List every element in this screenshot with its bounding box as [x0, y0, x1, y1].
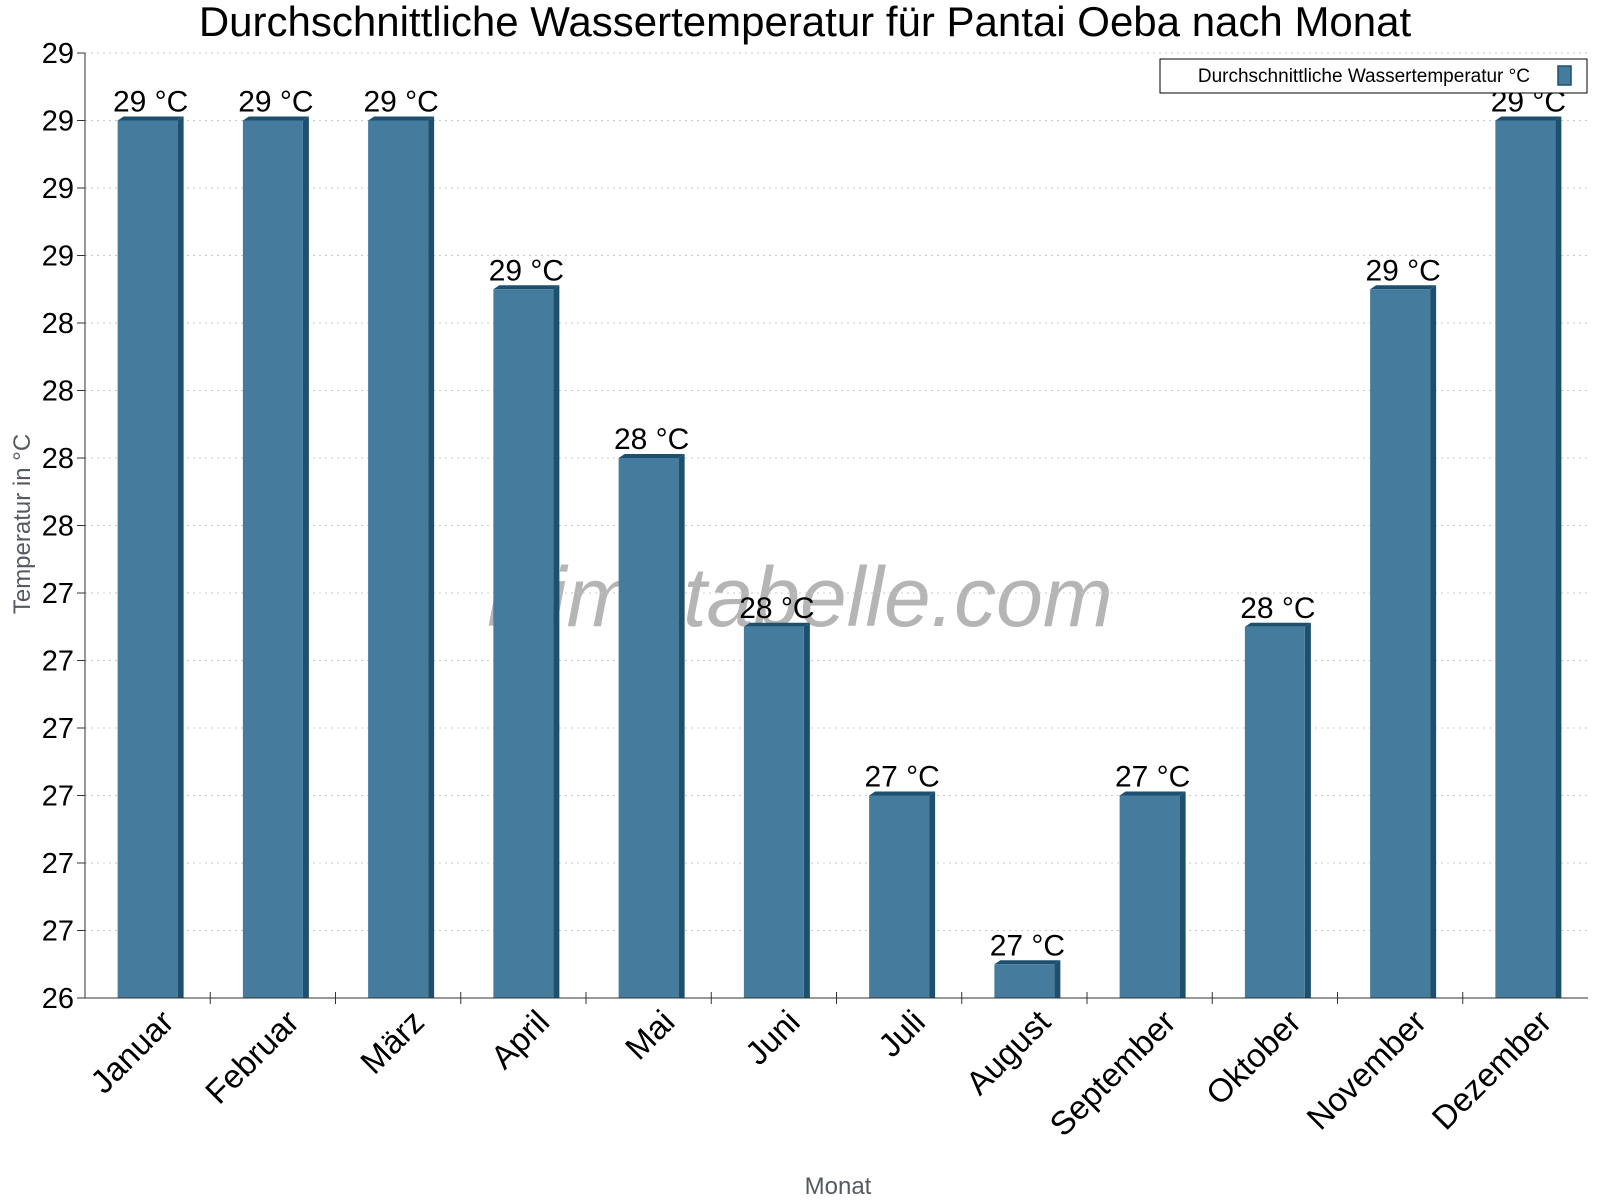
- bar-front: [743, 626, 804, 998]
- x-tick-label: Januar: [83, 1003, 181, 1101]
- data-label: 29 °C: [238, 86, 313, 119]
- x-tick-label: Juli: [871, 1003, 932, 1064]
- y-tick-label: 28: [42, 511, 74, 543]
- bar-side: [1304, 622, 1311, 998]
- x-tick-label: April: [483, 1003, 556, 1076]
- bar-front: [368, 120, 429, 998]
- data-label: 27 °C: [864, 761, 939, 794]
- legend: Durchschnittliche Wassertemperatur °C: [1159, 58, 1588, 94]
- bar-top: [1244, 622, 1311, 627]
- bar-side: [1430, 285, 1437, 998]
- y-tick-label: 29: [42, 38, 74, 70]
- bar: [994, 960, 1061, 998]
- bar-side: [929, 791, 936, 998]
- y-tick-label: 27: [42, 578, 74, 610]
- bar-front: [618, 458, 679, 998]
- bar: [869, 791, 936, 998]
- y-tick-label: 28: [42, 376, 74, 408]
- bar-top: [618, 454, 685, 458]
- y-tick-label: 29: [42, 241, 74, 273]
- y-tick-label: 29: [42, 173, 74, 205]
- bar-top: [869, 791, 936, 796]
- bar-front: [1370, 289, 1431, 998]
- legend-swatch: [1557, 65, 1572, 86]
- bar-front: [493, 289, 554, 998]
- data-label: 28 °C: [1240, 592, 1315, 625]
- bar-side: [302, 116, 309, 998]
- x-tick-label: Dezember: [1425, 1003, 1559, 1137]
- y-tick-label: 28: [42, 443, 74, 475]
- grid-lines: [85, 52, 1588, 931]
- bar-side: [803, 622, 810, 998]
- x-tick-label: September: [1042, 1003, 1182, 1143]
- bar: [743, 622, 810, 998]
- bar: [1370, 285, 1437, 998]
- data-label: 27 °C: [990, 929, 1065, 962]
- bar: [1244, 622, 1311, 998]
- data-label: 29 °C: [363, 86, 438, 119]
- data-labels: 29 °C 29 °C 29 °C 29 °C 28 °C 28 °C 27 °C 27 °C…: [113, 86, 1566, 963]
- x-axis-title: Monat: [805, 1173, 872, 1200]
- y-tick-label: 27: [42, 781, 74, 813]
- bar: [242, 116, 309, 998]
- bar-top: [368, 116, 435, 121]
- data-label: 29 °C: [489, 254, 564, 287]
- bar-front: [242, 120, 303, 998]
- bar-front: [994, 964, 1055, 998]
- chart-title: Durchschnittliche Wassertemperatur für P…: [199, 0, 1412, 45]
- y-tick-label: 27: [42, 848, 74, 880]
- data-label: 27 °C: [1115, 761, 1190, 794]
- bar-side: [1555, 116, 1562, 998]
- legend-label: Durchschnittliche Wassertemperatur °C: [1198, 66, 1530, 87]
- bar-front: [1495, 120, 1556, 998]
- data-label: 28 °C: [614, 423, 689, 456]
- bar: [618, 454, 685, 998]
- y-tick-label: 27: [42, 646, 74, 678]
- bar-side: [1179, 791, 1186, 998]
- bar-side: [428, 116, 435, 998]
- y-tick-label: 27: [42, 713, 74, 745]
- bar: [1119, 791, 1186, 998]
- y-tick-label: 26: [42, 983, 74, 1015]
- bar-top: [743, 622, 810, 627]
- bar-front: [1119, 795, 1180, 998]
- y-axis-title: Temperatur in °C: [9, 434, 36, 614]
- data-label: 29 °C: [113, 86, 188, 119]
- bar-top: [1495, 116, 1562, 121]
- x-tick-label: Mai: [618, 1003, 682, 1067]
- y-tick-label: 27: [42, 916, 74, 948]
- bar-top: [242, 116, 309, 121]
- y-tick-label: 29: [42, 106, 74, 138]
- bar-side: [553, 285, 560, 998]
- bar-side: [678, 454, 685, 998]
- x-tick-label: Oktober: [1199, 1003, 1308, 1112]
- x-tick-label: Februar: [198, 1003, 306, 1111]
- bar: [493, 285, 560, 998]
- y-tick-label: 28: [42, 308, 74, 340]
- data-label: 29 °C: [1365, 254, 1440, 287]
- bar-front: [117, 120, 178, 998]
- bar-top: [994, 960, 1061, 965]
- bar-side: [177, 116, 184, 998]
- x-tick-label: August: [959, 1003, 1058, 1102]
- bar-front: [869, 795, 930, 998]
- bar-top: [1119, 791, 1186, 796]
- y-axis-ticks: 26 27 27 27 27 27 27 28 28 28 28 29 29 29 29: [42, 38, 85, 1015]
- data-label: 28 °C: [739, 592, 814, 625]
- bar-top: [117, 116, 184, 121]
- x-tick-label: Juni: [738, 1003, 807, 1072]
- bar-side: [1054, 960, 1061, 998]
- bar: [368, 116, 435, 998]
- legend-box: [1159, 58, 1588, 94]
- bar: [1495, 116, 1562, 998]
- bars: [117, 116, 1562, 998]
- bar: [117, 116, 184, 998]
- x-tick-label: November: [1299, 1003, 1433, 1137]
- bar-top: [493, 285, 560, 290]
- x-axis-ticks: Januar Februar März April Mai Juni Juli AugustS…: [83, 992, 1558, 1143]
- x-tick-label: März: [353, 1003, 431, 1081]
- bar-front: [1244, 626, 1305, 998]
- bar-top: [1370, 285, 1437, 290]
